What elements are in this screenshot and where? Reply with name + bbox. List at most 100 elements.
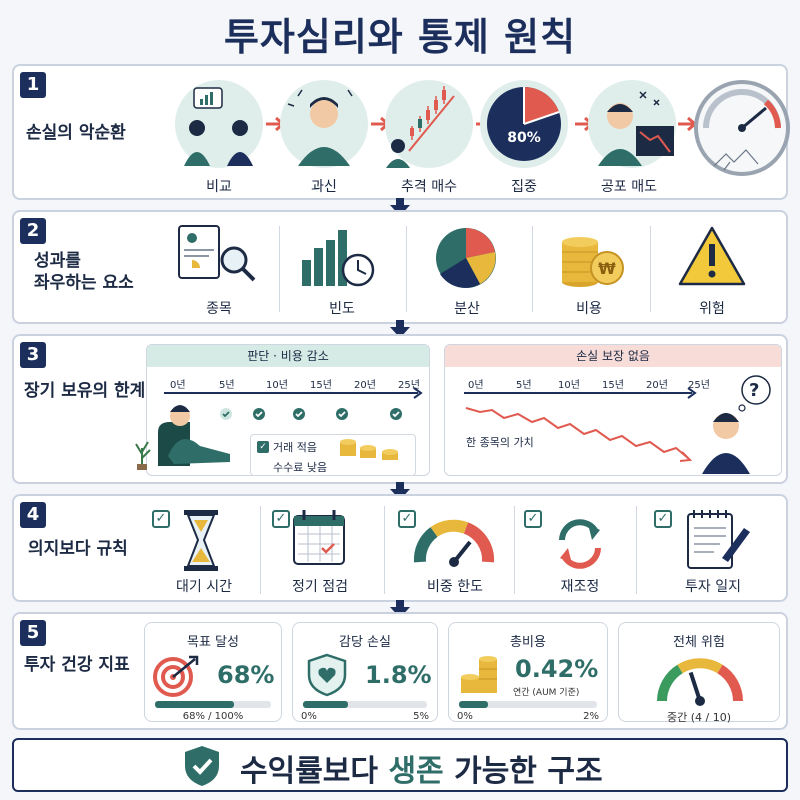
divider: [260, 506, 261, 594]
document-magnifier-icon: [178, 225, 256, 282]
left-timeline: [135, 387, 423, 470]
cycle-label-overconfidence: 과신: [311, 179, 337, 195]
shield-check-icon: [185, 746, 219, 786]
coins-icon: [461, 656, 497, 693]
tick-label: 25년: [398, 380, 420, 391]
warning-icon: [678, 226, 746, 286]
card-total-cost: 총비용 0.42% 연간 (AUM 기준) 0% 2%: [448, 622, 608, 722]
rule-label-wait-time: 대기 시간: [176, 579, 232, 595]
divider: [406, 226, 407, 312]
cost-progress-fill: [459, 701, 488, 708]
question-mark: ?: [749, 380, 760, 401]
tick-label: 5년: [516, 380, 532, 391]
section-number: 1: [20, 72, 46, 98]
tick-label: 15년: [310, 380, 332, 391]
cost-sub-label: 연간 (AUM 기준): [513, 688, 580, 698]
cycle-label-chasing: 추격 매수: [401, 179, 457, 195]
section-number: 5: [20, 620, 46, 646]
gauge-icon: [413, 519, 495, 567]
footer-message: 수익률보다 생존 가능한 구조: [240, 746, 603, 790]
factor-icons: ₩: [178, 225, 746, 288]
right-timeline: [464, 375, 771, 474]
risk-gauge-icon: [657, 658, 743, 706]
down-arrow-icon: [390, 198, 410, 216]
note-few-trades: 거래 적음: [273, 441, 317, 454]
target-icon: [153, 655, 199, 697]
card-title: 전체 위험: [673, 635, 725, 650]
section-long-term-limits: 3 장기 보유의 한계 판단 · 비용 감소 0년 5년 10년 15년 20년: [12, 334, 788, 484]
tick-label: 10년: [266, 380, 288, 391]
rule-icons: [184, 510, 750, 571]
check-icon: ✓: [257, 441, 269, 453]
rule-label-weight-limit: 비중 한도: [427, 579, 483, 595]
section-number: 2: [20, 218, 46, 244]
checkbox-icon: ✓: [524, 510, 542, 528]
cost-max-label: 2%: [583, 711, 599, 722]
divider: [514, 506, 515, 594]
goal-progress-bar: [155, 701, 271, 708]
coins-won-icon: ₩: [562, 237, 624, 287]
footer-text-part2: 가능한 구조: [443, 754, 603, 789]
tick-label: 20년: [354, 380, 376, 391]
tick-label: 0년: [468, 380, 484, 391]
card-title: 목표 달성: [187, 635, 239, 650]
section-label: 손실의 악순환: [26, 123, 126, 143]
checkbox-icon: ✓: [272, 510, 290, 528]
divider: [384, 506, 385, 594]
section-health-indicators: 5 투자 건강 지표 목표 달성 68% 68% / 100% 감당 손실 1.…: [12, 612, 788, 730]
factor-label-frequency: 빈도: [329, 301, 355, 317]
overconfidence-icon: [280, 80, 368, 168]
divider: [279, 226, 280, 312]
tick-label: 5년: [219, 380, 235, 391]
journal-pen-icon: [687, 510, 750, 569]
cycle-label-panic: 공포 매도: [601, 179, 657, 195]
section-label: 의지보다 규칙: [28, 539, 128, 559]
footer-text-part1: 수익률보다: [240, 754, 389, 789]
factor-label-cost: 비용: [576, 301, 602, 317]
section-label: 장기 보유의 한계: [24, 381, 146, 401]
tick-label: 0년: [170, 380, 186, 391]
single-stock-value-label: 한 종목의 가치: [466, 436, 534, 449]
down-arrow-icon: [390, 600, 410, 618]
pie-percent-label: 80%: [507, 130, 541, 146]
loss-progress-fill: [303, 701, 348, 708]
section-number: 4: [20, 502, 46, 528]
section-label-line1: 성과를: [34, 251, 81, 271]
section-performance-factors: 2 성과를 좌우하는 요소: [12, 210, 788, 324]
left-notes-box: ✓ 거래 적음 수수료 낮음: [250, 434, 416, 476]
pie-chart-icon: [436, 228, 496, 288]
divider: [532, 226, 533, 312]
divider: [650, 226, 651, 312]
panic-sell-icon: [588, 80, 676, 168]
cracked-gauge-icon: [694, 80, 790, 176]
card-title: 감당 손실: [339, 635, 391, 650]
cycle-illustrations: [175, 80, 790, 176]
loss-value: 1.8%: [365, 661, 432, 689]
checkbox-icon: ✓: [654, 510, 672, 528]
cost-progress-bar: [459, 701, 597, 708]
rule-label-regular-review: 정기 점검: [292, 579, 348, 595]
svg-text:₩: ₩: [598, 259, 616, 278]
chasing-buy-icon: [385, 80, 473, 168]
checkbox-icon: ✓: [152, 510, 170, 528]
loss-max-label: 5%: [413, 711, 429, 722]
section-label-line2: 좌우하는 요소: [34, 273, 134, 293]
risk-value-label: 중간 (4 / 10): [666, 711, 731, 724]
tick-label: 15년: [602, 380, 624, 391]
calendar-icon: [293, 510, 345, 565]
right-tick-labels: 0년 5년 10년 15년 20년 25년: [454, 376, 714, 391]
goal-progress-fill: [155, 701, 234, 708]
section-label: 투자 건강 지표: [24, 655, 130, 675]
heart-shield-icon: [307, 653, 347, 697]
right-panel: 손실 보장 없음: [444, 344, 782, 476]
card-goal-achievement: 목표 달성 68% 68% / 100%: [144, 622, 282, 722]
checkbox-icon: ✓: [398, 510, 416, 528]
cycle-label-compare: 비교: [206, 179, 232, 195]
rule-label-rebalance: 재조정: [560, 579, 600, 595]
cost-value: 0.42%: [515, 655, 599, 683]
footer-highlight: 생존: [388, 754, 444, 789]
right-panel-header: 손실 보장 없음: [445, 345, 781, 367]
comparison-icon: [175, 80, 263, 168]
tick-label: 20년: [646, 380, 668, 391]
cost-min-label: 0%: [457, 711, 473, 722]
